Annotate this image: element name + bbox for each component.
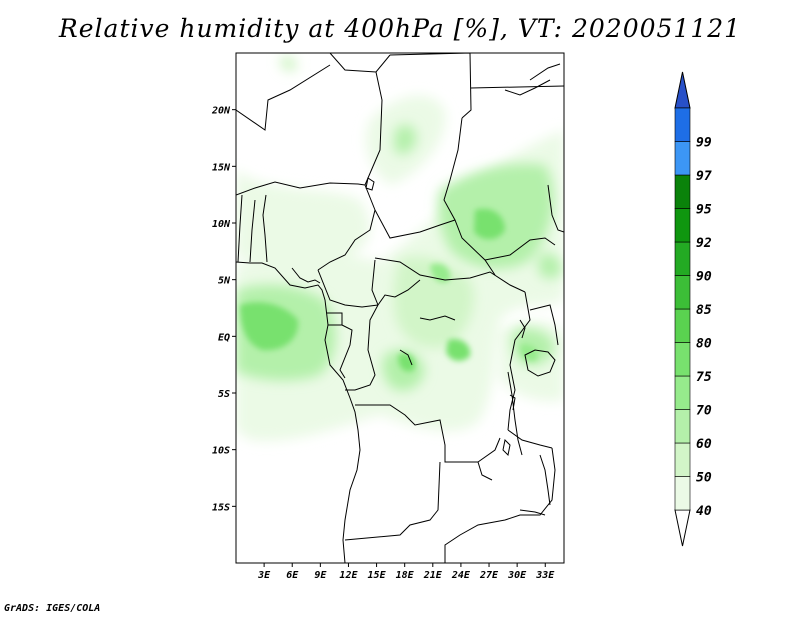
border-nigeria-niger <box>236 181 366 196</box>
colorbar-segment <box>674 141 691 176</box>
lake-malawi <box>539 454 551 506</box>
lake-chad <box>365 177 375 191</box>
colorbar-label: 40 <box>696 504 712 519</box>
lake-albert <box>519 319 526 339</box>
lake-mweru <box>502 438 511 457</box>
colorbar-segment <box>674 275 691 310</box>
border-drc-angola <box>355 404 493 481</box>
lon-tick-label: 15E <box>368 570 387 581</box>
border-tanzania-zambia <box>507 429 553 449</box>
colorbar-label: 85 <box>696 303 712 318</box>
lon-tick-label: 9E <box>314 570 327 581</box>
lon-tick-label: 33E <box>535 570 555 581</box>
lake-kariba <box>519 509 546 516</box>
border-uganda-kenya <box>529 304 559 346</box>
colorbar-top-triangle <box>674 71 691 109</box>
lake-kivu <box>509 394 516 411</box>
border-benin-nigeria <box>262 194 268 263</box>
border-drc-zambia <box>477 437 501 463</box>
border-niger-chad <box>364 71 383 186</box>
colorbar-segment <box>674 442 691 477</box>
longitude-axis: 3E 6E 9E 12E 15E 18E 21E 24E 27E 30E 33E <box>257 563 555 581</box>
colorbar-label: 75 <box>696 370 712 385</box>
colorbar-segment <box>674 241 691 276</box>
credit-label: GrADS: IGES/COLA <box>4 603 101 614</box>
border-ghana <box>237 194 243 263</box>
colorbar-segment <box>674 476 691 511</box>
lat-tick-label: 20N <box>211 106 231 117</box>
border-ethiopia <box>547 184 564 233</box>
border-cameroon-car <box>371 259 379 306</box>
border-egypt <box>470 85 564 89</box>
humidity-field <box>236 55 564 441</box>
lon-tick-label: 27E <box>479 570 499 581</box>
border-libya <box>389 53 472 119</box>
colorbar-label: 92 <box>696 236 712 251</box>
colorbar-segment <box>674 107 691 142</box>
colorbar-label: 60 <box>696 437 712 452</box>
coastline-west-africa <box>236 261 361 563</box>
lake-tanganyika <box>507 371 523 456</box>
map-frame <box>235 52 565 564</box>
lat-tick-label: 10S <box>212 446 230 457</box>
colorbar-segment <box>674 342 691 377</box>
lon-tick-label: 24E <box>451 570 471 581</box>
lon-tick-label: 18E <box>396 570 415 581</box>
border-gabon-congo <box>339 324 353 379</box>
lon-tick-label: 30E <box>507 570 527 581</box>
colorbar-segment <box>674 174 691 209</box>
colorbar-segment <box>674 308 691 343</box>
coastline-niger-delta <box>291 267 321 284</box>
border-angola-zambia <box>344 461 441 541</box>
colorbar-bottom-triangle <box>674 509 691 547</box>
river-congo <box>399 315 456 366</box>
chart-title: Relative humidity at 400hPa [%], VT: 202… <box>58 14 742 43</box>
border-niger-algeria <box>329 53 391 73</box>
colorbar-label: 70 <box>696 404 712 419</box>
border-car-drc <box>374 257 526 293</box>
border-chad-sudan <box>443 117 496 276</box>
lon-tick-label: 12E <box>339 570 358 581</box>
colorbar-label: 99 <box>696 136 712 151</box>
border-sudan-egypt-red-sea <box>504 79 551 96</box>
colorbar-segment <box>674 375 691 410</box>
lat-tick-label: EQ <box>218 332 230 343</box>
border-mozambique <box>444 447 556 563</box>
lon-tick-label: 3E <box>257 570 271 581</box>
lake-victoria <box>524 349 556 377</box>
border-sudan-ss <box>484 237 556 261</box>
country-borders <box>236 53 564 563</box>
colorbar: 40 50 60 70 75 80 85 90 92 95 97 99 <box>674 71 712 547</box>
lat-tick-label: 15N <box>212 162 231 173</box>
red-sea <box>529 63 561 81</box>
colorbar-segment <box>674 409 691 444</box>
lat-tick-label: 15S <box>212 502 230 513</box>
colorbar-label: 95 <box>696 203 712 218</box>
colorbar-label: 80 <box>696 337 712 352</box>
border-togo <box>249 199 256 263</box>
lat-tick-label: 5N <box>218 276 231 287</box>
border-car-congo <box>377 279 421 306</box>
colorbar-segment <box>674 208 691 243</box>
border-cameroon-gabon <box>317 269 379 308</box>
latitude-axis: 20N 15N 10N 5N EQ 5S 10S 15S <box>211 106 236 513</box>
border-east <box>507 291 531 431</box>
border-chad-car <box>374 209 456 239</box>
lon-tick-label: 6E <box>286 570 299 581</box>
border-congo-drc <box>345 304 379 391</box>
colorbar-label: 50 <box>696 471 712 486</box>
colorbar-label: 90 <box>696 270 712 285</box>
lon-tick-label: 21E <box>423 570 443 581</box>
border-eq-guinea <box>327 312 343 326</box>
colorbar-label: 97 <box>696 169 712 184</box>
border-niger-mali <box>236 64 331 131</box>
lat-tick-label: 5S <box>218 389 230 400</box>
lat-tick-label: 10N <box>212 219 231 230</box>
